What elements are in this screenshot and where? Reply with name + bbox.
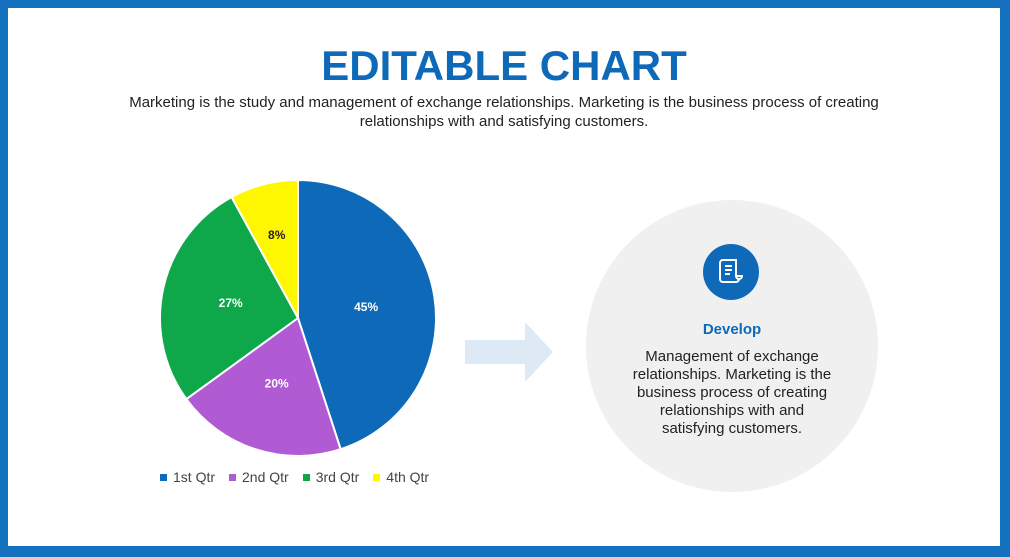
slide-subtitle: Marketing is the study and management of… (129, 94, 879, 130)
legend-item: 2nd Qtr (229, 469, 289, 485)
legend-label: 1st Qtr (173, 469, 216, 485)
chart-legend: 1st Qtr 2nd Qtr 3rd Qtr 4th Qtr (160, 469, 429, 485)
legend-swatch (373, 473, 381, 481)
pie-slice-4th-qtr (230, 178, 299, 319)
pie-data-label: 20% (265, 377, 289, 391)
legend-label: 2nd Qtr (242, 469, 289, 485)
pie-data-label: 45% (354, 300, 378, 314)
callout-circle: Develop Management of exchange relations… (586, 200, 878, 492)
legend-swatch (160, 473, 167, 481)
right-arrow-icon (465, 322, 553, 382)
pie-chart: 45% 20% 27% 8% (159, 178, 437, 457)
pie-data-label: 27% (219, 296, 243, 310)
callout-heading: Develop (702, 321, 762, 338)
callout-body: Management of exchange relationships. Ma… (632, 348, 832, 437)
legend-item: 1st Qtr (160, 469, 215, 485)
legend-swatch (302, 473, 310, 481)
legend-item: 3rd Qtr (302, 469, 360, 485)
legend-item: 4th Qtr (373, 469, 429, 485)
slide-title: EDITABLE CHART (321, 42, 687, 89)
slide: EDITABLE CHART Marketing is the study an… (8, 8, 1000, 546)
pie-slice-2nd-qtr (184, 316, 342, 457)
pie-slice-3rd-qtr (159, 195, 300, 401)
legend-swatch (229, 473, 237, 481)
pie-slice-1st-qtr (297, 178, 437, 451)
document-icon (703, 244, 759, 300)
legend-label: 4th Qtr (386, 469, 430, 485)
pie-data-label: 8% (268, 228, 286, 242)
legend-label: 3rd Qtr (315, 469, 360, 485)
